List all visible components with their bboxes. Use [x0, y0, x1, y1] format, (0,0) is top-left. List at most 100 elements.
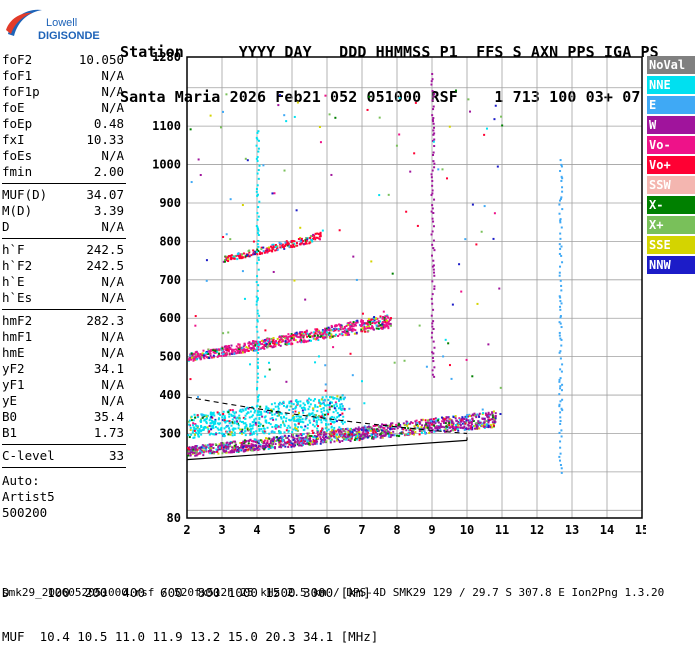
- x-tick-label: 7: [358, 523, 365, 537]
- echo-dot: [322, 336, 325, 339]
- echo-dot: [199, 358, 202, 361]
- echo-dot: [231, 418, 234, 421]
- echo-dot: [188, 436, 191, 439]
- echo-dot: [319, 436, 322, 439]
- echo-dot: [352, 322, 355, 325]
- echo-dot: [341, 412, 344, 415]
- echo-dot: [254, 421, 257, 424]
- echo-dot: [375, 324, 378, 327]
- ionogram-chart: 2 3 4 5 6 7 8 9 10 11 12 13 14 1580300400500600700800…: [152, 50, 646, 537]
- echo-dot: [376, 317, 379, 320]
- noise-dot: [197, 158, 200, 161]
- echo-dot: [256, 248, 259, 251]
- echo-dot: [231, 350, 234, 353]
- echo-dot: [470, 420, 473, 423]
- echo-dot: [418, 422, 421, 425]
- echo-dot: [247, 439, 250, 442]
- echo-dot: [216, 427, 219, 430]
- echo-dot: [250, 440, 253, 443]
- echo-dot: [464, 422, 467, 425]
- echo-dot: [256, 253, 259, 256]
- y-tick-label: 1280: [152, 50, 181, 64]
- streak-dot: [255, 388, 258, 391]
- echo-dot: [343, 325, 346, 328]
- echo-dot: [258, 448, 261, 451]
- echo-dot: [265, 442, 268, 445]
- legend-item-x: X+: [647, 216, 695, 234]
- echo-dot: [468, 428, 471, 431]
- echo-dot: [340, 332, 343, 335]
- echo-dot: [305, 237, 308, 240]
- echo-dot: [374, 317, 377, 320]
- echo-dot: [446, 426, 449, 429]
- noise-dot: [278, 94, 281, 97]
- echo-dot: [380, 325, 383, 328]
- echo-dot: [223, 444, 226, 447]
- echo-dot: [360, 319, 363, 322]
- echo-dot: [194, 416, 197, 419]
- echo-dot: [292, 411, 295, 414]
- echo-dot: [274, 424, 277, 427]
- echo-dot: [307, 401, 310, 404]
- echo-dot: [362, 436, 365, 439]
- echo-dot: [442, 418, 445, 421]
- echo-dot: [266, 426, 269, 429]
- echo-dot: [412, 432, 415, 435]
- echo-dot: [393, 434, 396, 437]
- echo-dot: [456, 423, 459, 426]
- echo-dot: [494, 414, 497, 417]
- echo-dot: [190, 352, 193, 355]
- echo-dot: [204, 447, 207, 450]
- noise-dot: [413, 152, 416, 155]
- echo-dot: [284, 244, 287, 247]
- streak-dot: [433, 366, 436, 369]
- echo-dot: [268, 247, 271, 250]
- echo-dot: [300, 437, 303, 440]
- echo-dot: [282, 416, 285, 419]
- echo-dot: [274, 427, 277, 430]
- echo-dot: [223, 415, 226, 418]
- echo-dot: [246, 406, 249, 409]
- echo-dot: [424, 426, 427, 429]
- streak-dot: [560, 196, 563, 199]
- echo-dot: [389, 428, 392, 431]
- echo-dot: [257, 440, 260, 443]
- noise-dot: [272, 339, 275, 342]
- echo-dot: [220, 347, 223, 350]
- echo-dot: [307, 335, 310, 338]
- param-value: 2.00: [93, 164, 124, 179]
- echo-dot: [292, 416, 295, 419]
- echo-dot: [330, 435, 333, 438]
- echo-dot: [210, 445, 213, 448]
- echo-dot: [319, 442, 322, 445]
- echo-dot: [198, 428, 201, 431]
- echo-dot: [326, 403, 329, 406]
- echo-dot: [259, 342, 262, 345]
- echo-dot: [240, 430, 243, 433]
- echo-dot: [333, 407, 336, 410]
- echo-dot: [467, 415, 470, 418]
- echo-dot: [294, 410, 297, 413]
- echo-dot: [228, 415, 231, 418]
- streak-dot: [431, 243, 434, 246]
- echo-dot: [211, 426, 214, 429]
- echo-dot: [241, 432, 244, 435]
- streak-dot: [430, 173, 433, 176]
- echo-dot: [347, 431, 350, 434]
- echo-dot: [197, 433, 200, 436]
- echo-dot: [188, 448, 191, 451]
- echo-dot: [252, 423, 255, 426]
- echo-dot: [199, 446, 202, 449]
- echo-dot: [271, 246, 274, 249]
- echo-dot: [223, 258, 226, 261]
- streak-dot: [433, 92, 436, 95]
- echo-dot: [307, 434, 310, 437]
- echo-dot: [246, 428, 249, 431]
- echo-dot: [329, 441, 332, 444]
- echo-dot: [310, 331, 313, 334]
- streak-dot: [559, 337, 562, 340]
- streak-dot: [256, 312, 259, 315]
- echo-dot: [252, 407, 255, 410]
- echo-dot: [322, 330, 325, 333]
- echo-dot: [261, 445, 264, 448]
